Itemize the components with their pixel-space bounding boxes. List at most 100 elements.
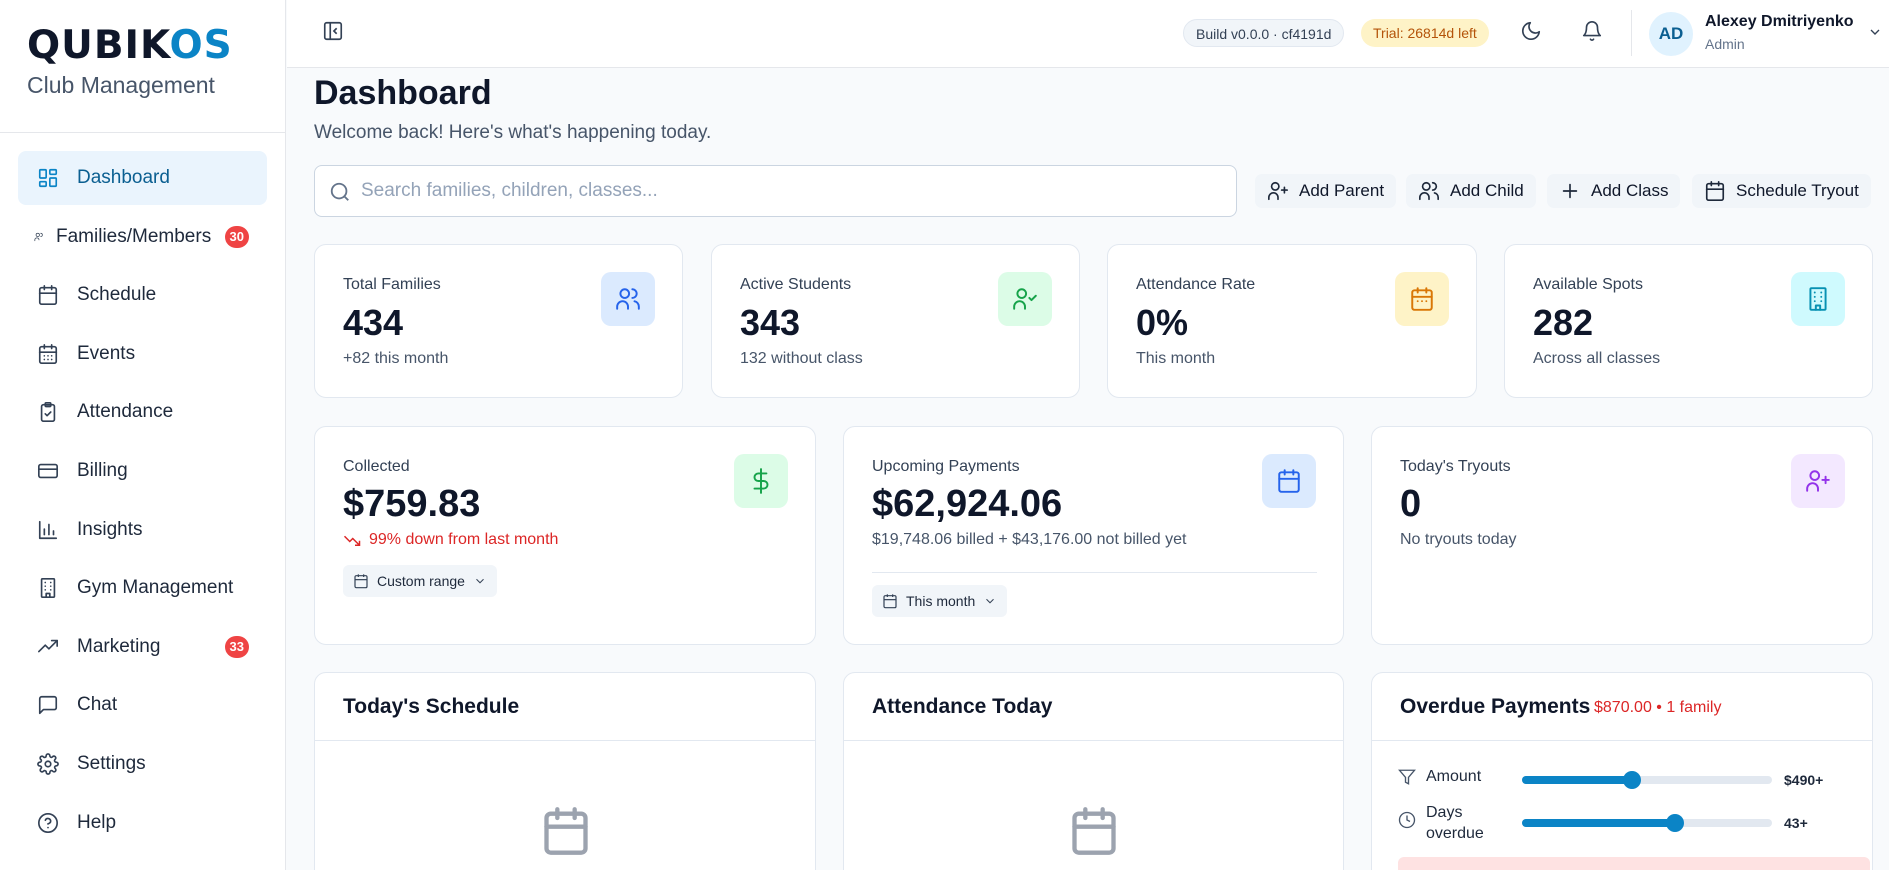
user-menu-toggle[interactable] xyxy=(1867,24,1883,40)
sidebar-item-marketing[interactable]: Marketing 33 xyxy=(18,620,267,674)
search-box xyxy=(314,165,1237,217)
credit-card-icon xyxy=(36,459,60,483)
dashboard-icon xyxy=(36,166,60,190)
user-plus-icon xyxy=(1791,454,1845,508)
todays-schedule-panel: Today's Schedule xyxy=(314,672,816,870)
stat-card-active-students[interactable]: Active Students 343 132 without class xyxy=(711,244,1080,398)
add-child-button[interactable]: Add Child xyxy=(1406,174,1536,208)
plus-icon xyxy=(1562,183,1578,199)
sidebar-item-gym-management[interactable]: Gym Management xyxy=(18,561,267,615)
days-overdue-slider[interactable] xyxy=(1522,814,1772,832)
notifications-button[interactable] xyxy=(1581,20,1607,46)
clock-icon xyxy=(1398,811,1416,829)
sidebar-item-dashboard[interactable]: Dashboard xyxy=(18,151,267,205)
attendance-today-panel: Attendance Today xyxy=(843,672,1344,870)
custom-range-button[interactable]: Custom range xyxy=(343,565,497,597)
stat-label: Attendance Rate xyxy=(1136,276,1256,293)
sidebar: QUBIKOS Club Management Dashboard Famili… xyxy=(0,0,286,870)
stat-sub: Across all classes xyxy=(1533,350,1661,367)
tryouts-value: 0 xyxy=(1400,483,1422,525)
panel-divider xyxy=(844,740,1343,741)
amount-slider-thumb[interactable] xyxy=(1623,771,1641,789)
search-input[interactable] xyxy=(361,166,1221,216)
days-overdue-slider-fill xyxy=(1522,819,1675,827)
schedule-tryout-button[interactable]: Schedule Tryout xyxy=(1692,174,1871,208)
sidebar-item-events[interactable]: Events xyxy=(18,327,267,381)
sidebar-item-billing[interactable]: Billing xyxy=(18,444,267,498)
sidebar-item-chat[interactable]: Chat xyxy=(18,678,267,732)
moon-icon xyxy=(1521,21,1541,41)
marketing-count-badge: 33 xyxy=(224,635,249,658)
days-overdue-label: Days overdue xyxy=(1426,804,1484,842)
sidebar-item-schedule[interactable]: Schedule xyxy=(18,268,267,322)
avatar[interactable]: AD xyxy=(1649,12,1693,56)
sidebar-nav: Dashboard Families/Members 30 Schedule E… xyxy=(0,133,285,850)
sidebar-item-label: Gym Management xyxy=(77,577,234,599)
user-role: Admin xyxy=(1705,36,1745,52)
collected-trend: 99% down from last month xyxy=(343,531,558,549)
clipboard-check-icon xyxy=(36,400,60,424)
users-icon xyxy=(601,272,655,326)
trial-badge[interactable]: Trial: 26814d left xyxy=(1361,19,1489,47)
panel-title: Overdue Payments xyxy=(1400,695,1591,718)
upcoming-breakdown: $19,748.06 billed + $43,176.00 not bille… xyxy=(872,531,1187,548)
tryouts-card[interactable]: Today's Tryouts 0 No tryouts today xyxy=(1371,426,1873,645)
sidebar-item-settings[interactable]: Settings xyxy=(18,737,267,791)
calendar-icon xyxy=(883,594,897,609)
this-month-label: This month xyxy=(906,593,976,609)
stat-label: Available Spots xyxy=(1533,276,1643,293)
stat-label: Total Families xyxy=(343,276,441,293)
sidebar-item-families[interactable]: Families/Members 30 xyxy=(18,210,267,264)
amount-slider[interactable] xyxy=(1522,771,1772,789)
stat-value: 282 xyxy=(1533,302,1594,343)
collected-card: Collected $759.83 99% down from last mon… xyxy=(314,426,816,645)
theme-toggle-button[interactable] xyxy=(1520,20,1546,46)
stat-card-total-families[interactable]: Total Families 434 +82 this month xyxy=(314,244,683,398)
sidebar-toggle-button[interactable] xyxy=(322,20,348,46)
help-circle-icon xyxy=(36,811,60,835)
sidebar-item-label: Insights xyxy=(77,518,143,540)
stat-card-available-spots[interactable]: Available Spots 282 Across all classes xyxy=(1504,244,1873,398)
add-parent-button[interactable]: Add Parent xyxy=(1255,174,1397,208)
upcoming-value: $62,924.06 xyxy=(872,483,1063,525)
add-class-button[interactable]: Add Class xyxy=(1547,174,1681,208)
calendar-empty-icon xyxy=(540,805,592,857)
user-name[interactable]: Alexey Dmitriyenko xyxy=(1705,13,1854,30)
amount-filter-value: $490+ xyxy=(1784,772,1824,788)
brand-logo-part1: QUBIK xyxy=(27,23,170,68)
families-count-badge: 30 xyxy=(224,225,249,248)
brand-logo-part2: OS xyxy=(169,23,233,68)
days-overdue-filter-value: 43+ xyxy=(1784,815,1808,831)
add-parent-label: Add Parent xyxy=(1299,181,1385,200)
stat-sub: +82 this month xyxy=(343,350,449,367)
stat-card-attendance-rate[interactable]: Attendance Rate 0% This month xyxy=(1107,244,1477,398)
days-overdue-slider-thumb[interactable] xyxy=(1665,814,1684,832)
sidebar-item-insights[interactable]: Insights xyxy=(18,503,267,557)
topbar: Build v0.0.0 · cf4191d Trial: 26814d lef… xyxy=(287,0,1889,68)
overdue-family-row[interactable] xyxy=(1398,857,1870,870)
panel-title: Attendance Today xyxy=(872,695,1053,718)
building-icon xyxy=(36,576,60,600)
tryouts-sub: No tryouts today xyxy=(1400,531,1517,548)
panel-title: Today's Schedule xyxy=(343,695,520,718)
collected-label: Collected xyxy=(343,458,410,475)
bar-chart-icon xyxy=(36,518,60,542)
amount-slider-fill xyxy=(1522,776,1632,784)
sidebar-item-attendance[interactable]: Attendance xyxy=(18,385,267,439)
sidebar-item-label: Help xyxy=(77,811,117,833)
overdue-summary: $870.00 • 1 family xyxy=(1594,699,1722,716)
this-month-button[interactable]: This month xyxy=(872,585,1008,617)
panel-left-icon xyxy=(323,21,343,41)
calendar-icon xyxy=(1395,272,1449,326)
sidebar-item-help[interactable]: Help xyxy=(18,796,267,850)
schedule-tryout-label: Schedule Tryout xyxy=(1736,181,1859,200)
brand-logo[interactable]: QUBIKOS xyxy=(27,26,285,66)
panel-divider xyxy=(315,740,815,741)
chevron-down-icon xyxy=(1870,29,1880,35)
amount-filter: Amount xyxy=(1398,768,1481,786)
upcoming-payments-card: Upcoming Payments $62,924.06 $19,748.06 … xyxy=(843,426,1344,645)
calendar-icon xyxy=(36,283,60,307)
sidebar-item-label: Attendance xyxy=(77,401,174,423)
calendar-empty-icon xyxy=(1068,805,1120,857)
gear-icon xyxy=(36,752,60,776)
